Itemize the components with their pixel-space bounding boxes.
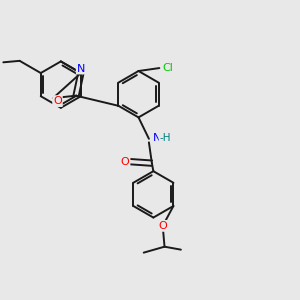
Text: Cl: Cl [163,63,174,73]
Text: -H: -H [160,133,171,143]
Text: O: O [121,157,130,167]
Text: O: O [53,96,62,106]
Text: N: N [152,133,161,143]
Text: O: O [159,221,167,231]
Text: N: N [77,64,85,74]
